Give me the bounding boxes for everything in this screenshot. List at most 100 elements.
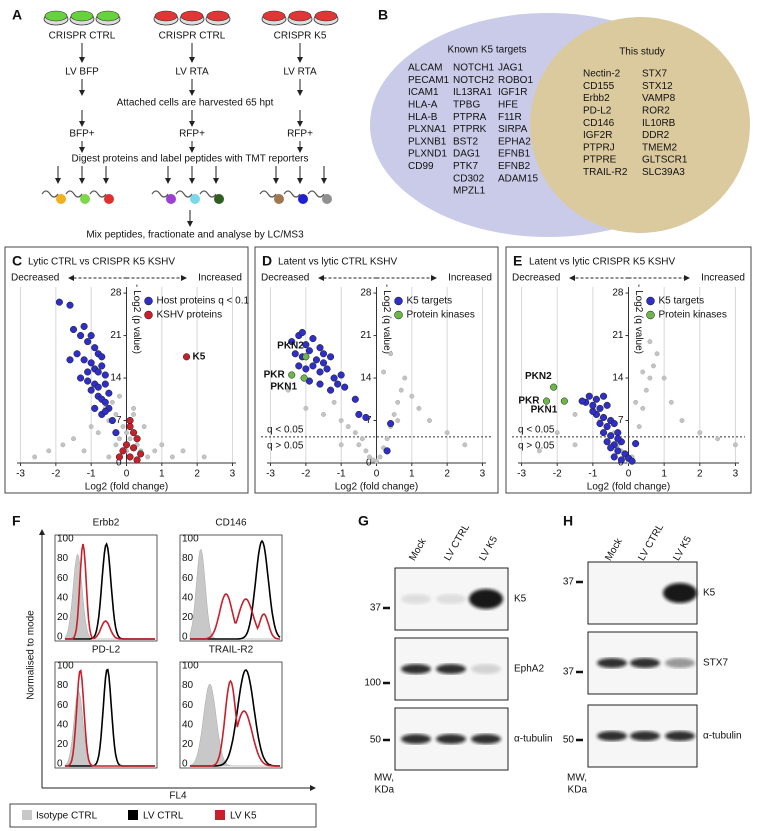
data-point	[319, 359, 328, 367]
gene-name: IL13RA1	[453, 87, 492, 98]
data-point	[316, 380, 324, 388]
mw-label: 37	[370, 603, 382, 614]
data-point	[101, 407, 109, 415]
data-point	[60, 442, 66, 448]
data-point	[169, 454, 175, 460]
data-point	[536, 448, 542, 454]
x-tick-label: -1	[588, 469, 597, 480]
gene-name: HLA-B	[408, 112, 438, 123]
mw-unit: MW,	[567, 773, 587, 784]
x-tick-label: 3	[480, 469, 486, 480]
gene-name: NOTCH1	[453, 63, 495, 74]
sort-label: BFP+	[69, 129, 94, 140]
data-point	[131, 405, 137, 411]
reporter	[274, 194, 284, 204]
data-point	[81, 448, 87, 454]
data-point	[101, 398, 109, 406]
y-tick-label: 28	[360, 288, 372, 299]
panel-letter: G	[358, 513, 369, 529]
data-point	[145, 454, 151, 460]
data-point	[356, 442, 362, 448]
data-point	[152, 448, 158, 454]
y-axis-label: - Log2 (q value)	[381, 284, 392, 354]
venn-title: This study	[619, 47, 665, 58]
band	[401, 664, 431, 674]
data-point	[327, 386, 335, 394]
data-point	[55, 298, 63, 306]
gene-name: PTPRE	[583, 155, 617, 166]
x-axis-label: Log2 (fold change)	[587, 482, 670, 493]
gene-name: ALCAM	[408, 63, 442, 74]
data-point	[640, 405, 646, 411]
x-tick-label: 3	[230, 469, 236, 480]
data-point	[334, 380, 342, 388]
x-tick-label: -1	[337, 469, 346, 480]
band	[401, 594, 431, 604]
panel-letter: F	[12, 513, 21, 529]
data-point	[668, 399, 674, 405]
data-point	[291, 350, 299, 358]
y-tick-label: 100	[182, 534, 199, 545]
histogram-title: CD146	[215, 518, 247, 529]
gene-name: PTK7	[453, 161, 478, 172]
direction-label: Decreased	[512, 273, 560, 284]
data-point	[607, 444, 615, 452]
data-point	[77, 332, 85, 340]
y-tick-label: 80	[182, 680, 194, 691]
gene-name: GLTSCR1	[642, 155, 688, 166]
gene-name: STX12	[642, 81, 673, 92]
gene-name: PTPRA	[453, 112, 487, 123]
gene-name: JAG1	[498, 63, 523, 74]
data-point	[309, 362, 317, 370]
y-tick-label: 7	[366, 415, 372, 426]
data-point	[383, 447, 391, 455]
venn-study	[530, 17, 750, 233]
panel-frame	[505, 246, 752, 494]
y-tick-label: 80	[182, 553, 194, 564]
data-point	[113, 411, 119, 417]
y-tick-label: 0	[366, 458, 372, 469]
y-tick-label: 60	[182, 573, 194, 584]
data-point	[87, 332, 95, 340]
data-point	[88, 424, 94, 430]
y-tick-label: 40	[57, 592, 69, 603]
histogram-lv-k5	[65, 543, 155, 640]
data-point	[338, 442, 344, 448]
dish-medium	[44, 10, 68, 22]
x-tick-label: 1	[159, 469, 165, 480]
reporter	[166, 194, 176, 204]
x-tick-label: -2	[301, 469, 310, 480]
x-tick-label: -2	[553, 469, 562, 480]
mw-label: 37	[563, 667, 575, 678]
gene-name: VAMP8	[642, 93, 676, 104]
y-tick-label: 100	[57, 661, 74, 672]
y-axis-label: - Log2 (p value)	[131, 284, 142, 354]
mw-unit: KDa	[375, 785, 395, 796]
data-point	[614, 429, 622, 437]
direction-label: Increased	[448, 273, 492, 284]
data-point	[560, 397, 568, 405]
y-tick-label: 20	[57, 612, 69, 623]
point-label: PKN2	[525, 371, 552, 382]
data-point	[398, 387, 404, 393]
data-point	[87, 386, 95, 394]
data-point	[697, 430, 703, 436]
data-point	[302, 341, 310, 349]
direction-label: Increased	[701, 273, 745, 284]
reporter	[80, 194, 90, 204]
data-point	[345, 424, 351, 430]
legend-marker	[394, 296, 403, 306]
data-point	[285, 387, 291, 393]
data-point	[316, 368, 324, 376]
legend-label: Protein kinases	[659, 310, 727, 321]
gene-name: EPHA2	[498, 136, 531, 147]
data-point	[94, 368, 102, 376]
vector-label: LV BFP	[65, 67, 99, 78]
point-label: PKR	[264, 370, 286, 381]
data-point	[610, 453, 618, 461]
legend-label: Host proteins q < 0.1	[157, 296, 250, 307]
data-point	[133, 435, 141, 443]
band	[469, 589, 503, 609]
gene-name: PECAM1	[408, 75, 450, 86]
data-point	[302, 365, 310, 373]
